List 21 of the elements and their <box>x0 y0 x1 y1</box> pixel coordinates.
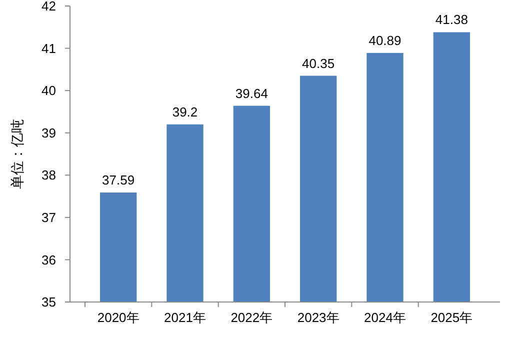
data-label: 37.59 <box>102 172 135 188</box>
y-tick-label: 37 <box>42 210 56 225</box>
x-tick-label: 2022年 <box>230 310 273 325</box>
y-tick-label: 36 <box>42 252 56 268</box>
data-label: 39.2 <box>172 104 198 120</box>
x-tick-label: 2023年 <box>297 310 340 325</box>
x-tick-label: 2025年 <box>430 310 473 325</box>
x-tick-label: 2024年 <box>364 310 406 325</box>
data-label: 39.64 <box>235 86 268 101</box>
x-tick-label: 2021年 <box>164 310 206 325</box>
y-axis-title: 单位：亿吨 <box>10 119 26 189</box>
y-tick-label: 41 <box>42 40 56 56</box>
data-label: 40.35 <box>302 56 335 71</box>
data-label: 40.89 <box>368 32 402 48</box>
y-tick-label: 38 <box>42 168 56 183</box>
y-tick-label: 42 <box>42 0 56 14</box>
data-label: 41.38 <box>435 12 468 28</box>
y-tick-label: 39 <box>42 125 56 140</box>
y-tick-label: 35 <box>42 294 56 310</box>
x-tick-label: 2020年 <box>97 310 140 325</box>
y-tick-label: 40 <box>42 83 56 98</box>
